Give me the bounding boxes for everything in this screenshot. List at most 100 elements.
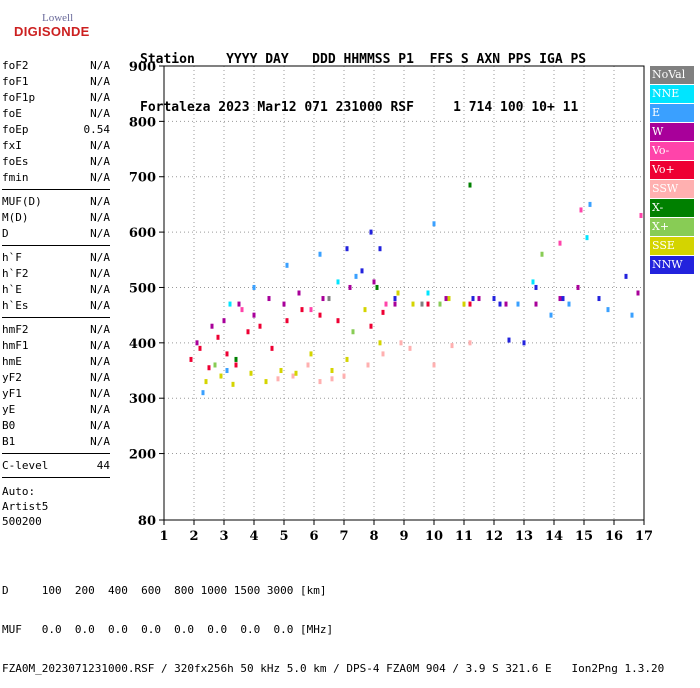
param-value: N/A — [90, 387, 110, 400]
data-point — [639, 212, 643, 218]
data-point — [264, 379, 268, 385]
data-point — [225, 351, 229, 357]
data-point — [531, 279, 535, 285]
x-tick-label: 11 — [455, 529, 473, 544]
param-name: foE — [2, 107, 22, 120]
x-tick-label: 1 — [159, 529, 168, 544]
param-row: foF1 N/A — [2, 74, 110, 90]
x-tick-label: 2 — [189, 529, 198, 544]
data-point — [285, 318, 289, 324]
param-name: B1 — [2, 435, 16, 448]
auto-program: Artist5 — [2, 500, 49, 513]
data-point — [381, 351, 385, 357]
data-point — [291, 373, 295, 379]
distance-row: D 100 200 400 600 800 1000 1500 3000 [km… — [2, 584, 327, 597]
data-point — [507, 337, 511, 343]
data-point — [549, 312, 553, 318]
param-name: fxI — [2, 139, 22, 152]
param-row: D N/A — [2, 226, 110, 242]
param-value: N/A — [90, 75, 110, 88]
param-name: foF1 — [2, 75, 29, 88]
data-point — [222, 318, 226, 324]
data-point — [345, 246, 349, 252]
data-point — [363, 307, 367, 313]
data-point — [225, 368, 229, 374]
data-point — [249, 370, 253, 376]
data-point — [210, 323, 214, 329]
data-point — [597, 296, 601, 302]
data-point — [384, 301, 388, 307]
param-row: hmF2 N/A — [2, 322, 110, 338]
data-point — [567, 301, 571, 307]
data-point — [318, 379, 322, 385]
legend-item: W — [650, 123, 694, 141]
data-point — [309, 351, 313, 357]
param-value: N/A — [90, 323, 110, 336]
y-tick-label: 400 — [129, 337, 156, 352]
param-row: B1 N/A — [2, 434, 110, 450]
param-value: 44 — [96, 459, 110, 472]
data-point — [354, 273, 358, 279]
data-point — [606, 307, 610, 313]
data-point — [219, 373, 223, 379]
param-row: hmF1 N/A — [2, 338, 110, 354]
data-point — [432, 362, 436, 368]
param-name: C-level — [2, 459, 49, 472]
param-name: h`F2 — [2, 267, 29, 280]
param-value: N/A — [90, 107, 110, 120]
data-point — [330, 376, 334, 382]
x-tick-label: 6 — [309, 529, 318, 544]
data-point — [540, 251, 544, 257]
data-point — [516, 301, 520, 307]
data-point — [318, 251, 322, 257]
legend-item: X- — [650, 199, 694, 217]
x-tick-label: 15 — [575, 529, 593, 544]
logo-text-lowell: Lowell — [42, 12, 74, 24]
param-row: fxI N/A — [2, 138, 110, 154]
data-point — [228, 301, 232, 307]
data-point — [282, 301, 286, 307]
x-tick-label: 16 — [605, 529, 623, 544]
data-point — [534, 284, 538, 290]
param-value: N/A — [90, 267, 110, 280]
param-row: foF2 N/A — [2, 58, 110, 74]
data-point — [375, 284, 379, 290]
data-point — [468, 340, 472, 346]
param-value: N/A — [90, 371, 110, 384]
y-tick-label: 900 — [129, 60, 156, 75]
legend-item: X+ — [650, 218, 694, 236]
digisonde-logo: Lowell DIGISONDE — [4, 6, 89, 42]
y-tick-label: 300 — [129, 392, 156, 407]
data-point — [498, 301, 502, 307]
header-labels: Station YYYY DAY DDD HHMMSS P1 FFS S AXN… — [140, 52, 587, 67]
param-row: fmin N/A — [2, 170, 110, 186]
param-name: yE — [2, 403, 16, 416]
legend-item: NNW — [650, 256, 694, 274]
data-point — [297, 290, 301, 296]
data-point — [426, 290, 430, 296]
data-point — [231, 381, 235, 387]
param-name: hmF1 — [2, 339, 29, 352]
data-point — [420, 301, 424, 307]
data-point — [252, 284, 256, 290]
data-point — [237, 301, 241, 307]
data-point — [378, 340, 382, 346]
x-tick-label: 14 — [545, 529, 563, 544]
param-row: yF1 N/A — [2, 386, 110, 402]
data-point — [477, 296, 481, 302]
param-name: fmin — [2, 171, 29, 184]
y-tick-label: 80 — [138, 514, 156, 529]
data-point — [294, 370, 298, 376]
data-point — [279, 368, 283, 374]
param-row: foEs N/A — [2, 154, 110, 170]
autoscaling-info: Auto: Artist5 500200 — [2, 484, 48, 529]
x-tick-label: 3 — [219, 529, 228, 544]
data-point — [336, 279, 340, 285]
param-row: yE N/A — [2, 402, 110, 418]
param-name: foF2 — [2, 59, 29, 72]
data-point — [252, 312, 256, 318]
param-row: hmE N/A — [2, 354, 110, 370]
data-point — [321, 296, 325, 302]
data-point — [360, 268, 364, 274]
data-point — [195, 340, 199, 346]
